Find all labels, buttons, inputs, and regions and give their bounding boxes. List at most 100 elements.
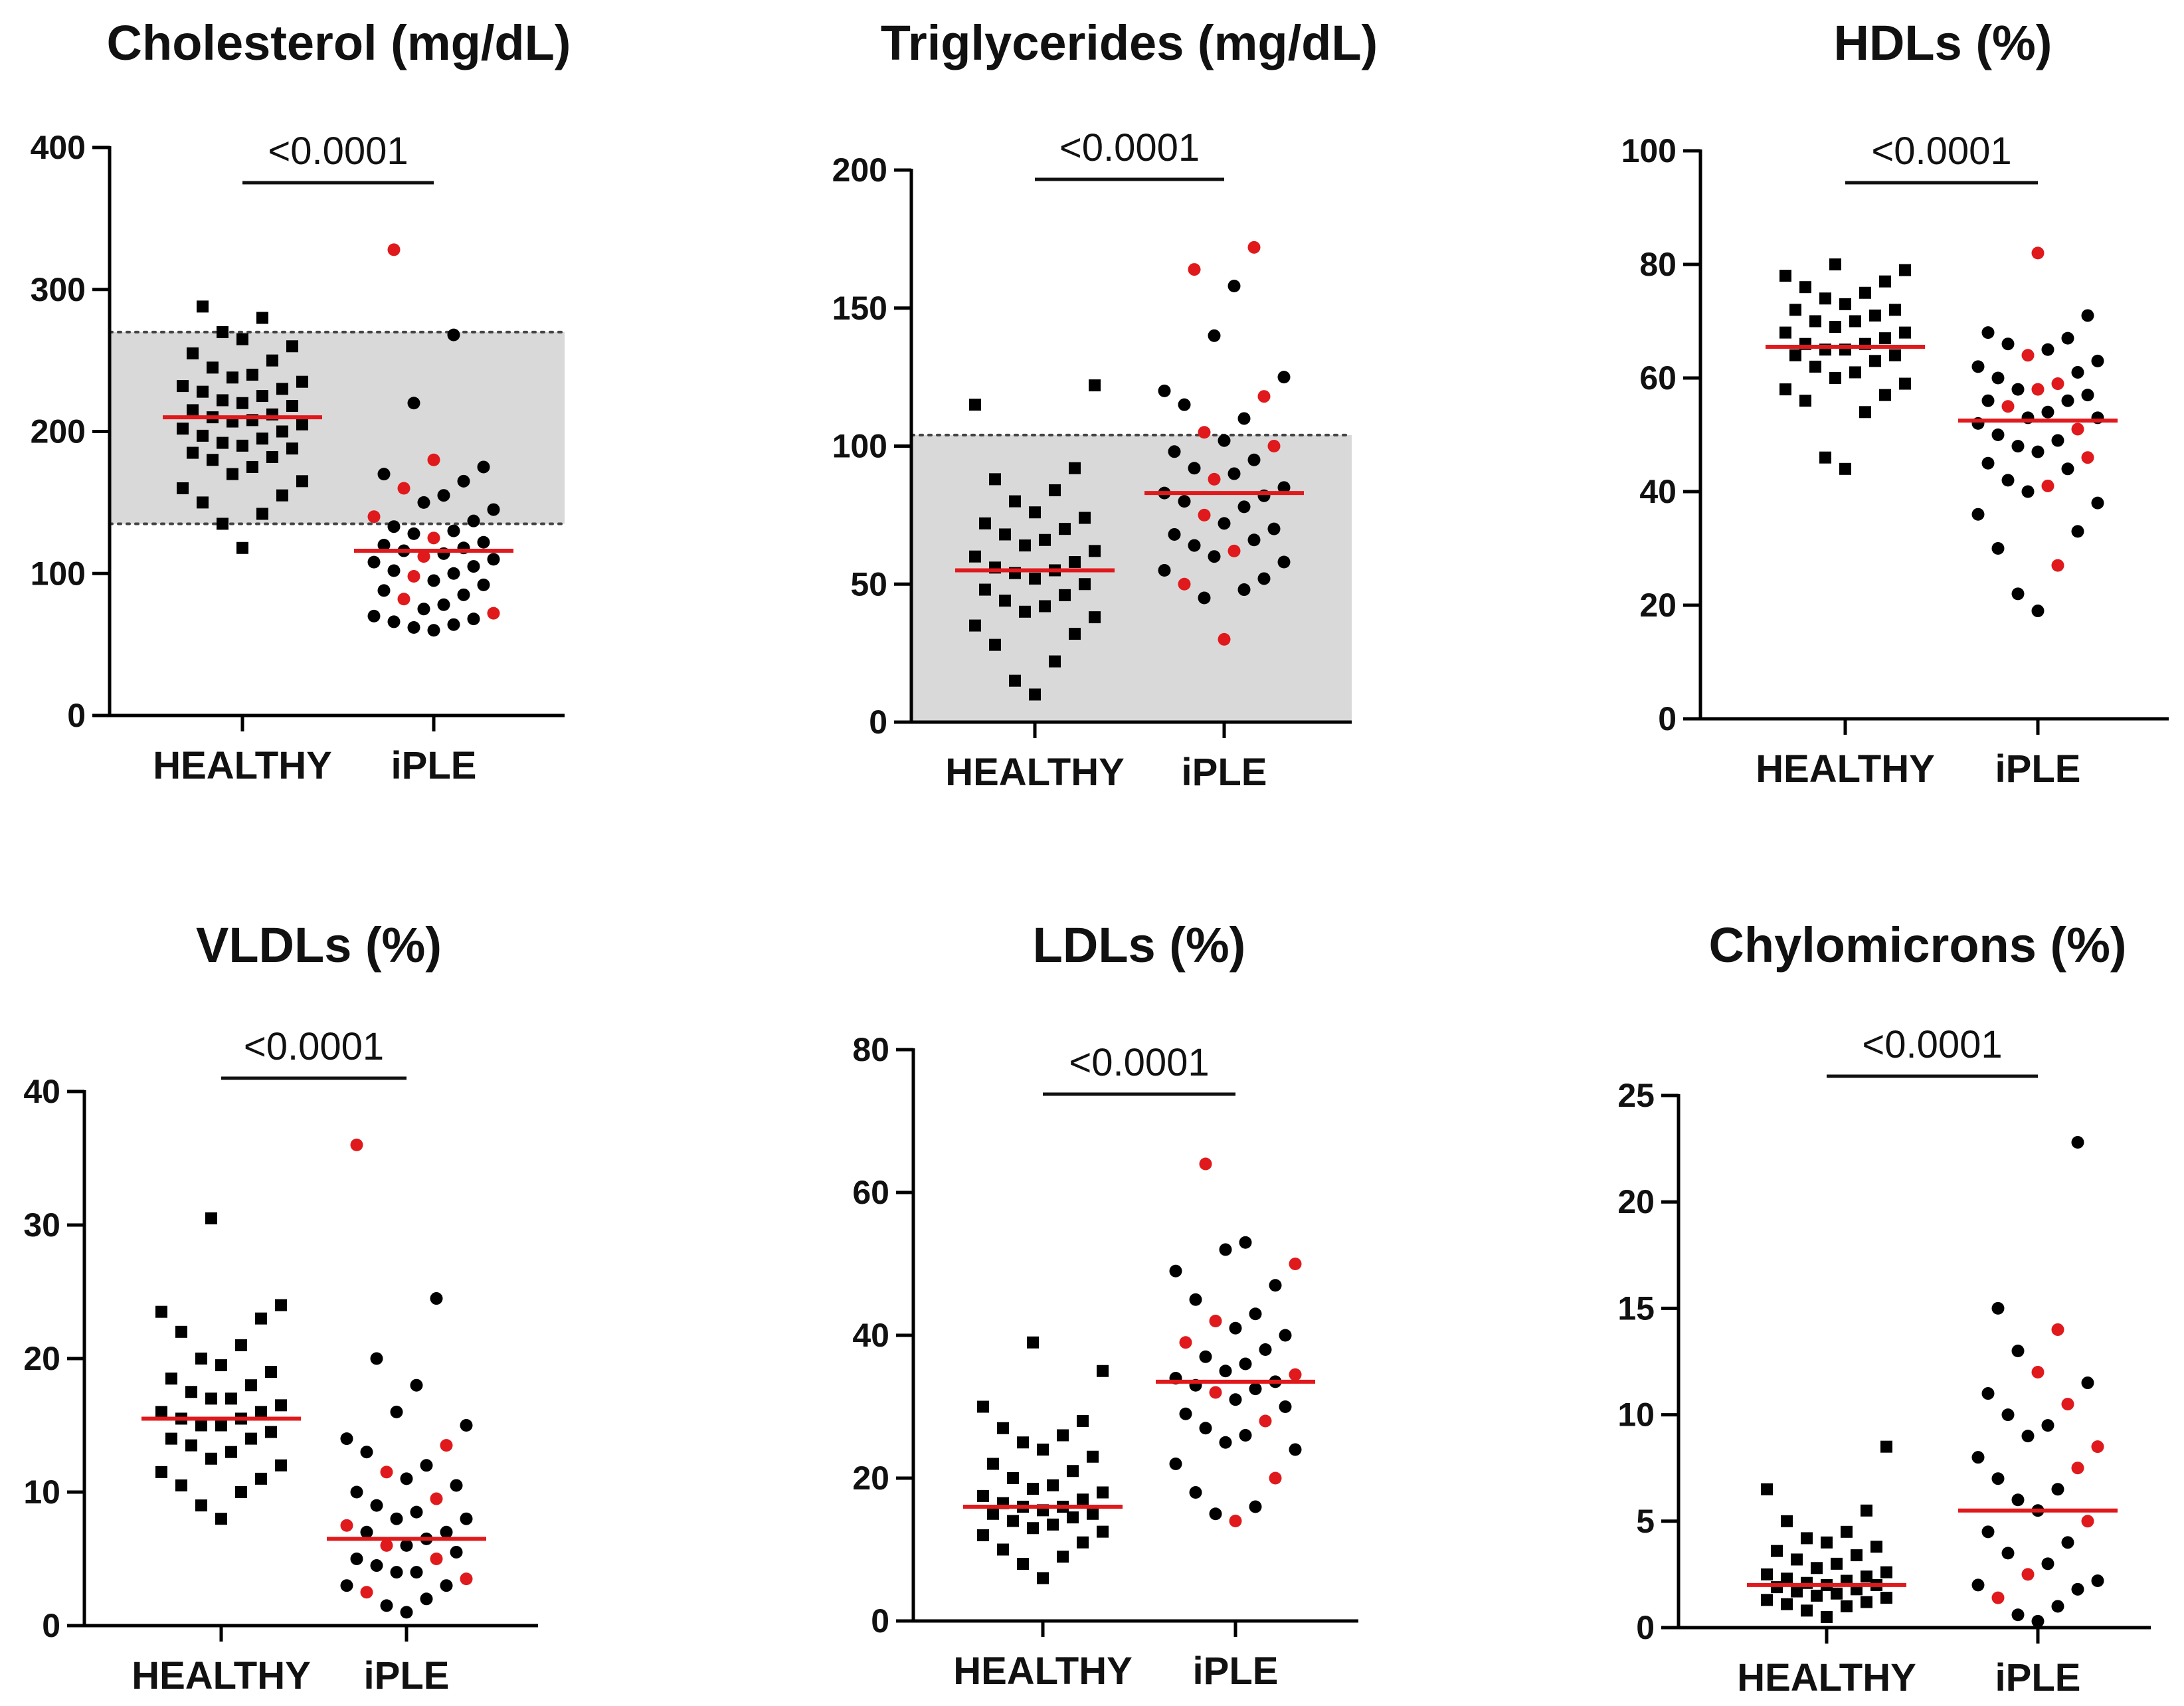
healthy-point bbox=[245, 1432, 257, 1445]
iple-point bbox=[487, 553, 500, 566]
iple-point-red bbox=[407, 570, 420, 583]
iple-point bbox=[2061, 394, 2074, 407]
iple-point bbox=[1168, 527, 1181, 541]
iple-point bbox=[1279, 1329, 1292, 1342]
healthy-point bbox=[1869, 355, 1881, 367]
healthy-point bbox=[1027, 1483, 1039, 1495]
iple-point-red bbox=[2031, 383, 2045, 396]
healthy-point bbox=[255, 1472, 267, 1485]
iple-point bbox=[2061, 462, 2074, 476]
iple-point-red bbox=[360, 1586, 373, 1599]
healthy-point bbox=[1029, 506, 1041, 519]
iple-point-red bbox=[2021, 1568, 2035, 1581]
y-tick-label: 0 bbox=[67, 697, 86, 734]
iple-point bbox=[467, 514, 480, 527]
healthy-point bbox=[155, 1406, 167, 1418]
iple-point bbox=[367, 609, 381, 622]
y-tick-label: 80 bbox=[1639, 246, 1677, 283]
healthy-point bbox=[1870, 1541, 1882, 1553]
y-tick-label: 30 bbox=[23, 1206, 60, 1244]
healthy-point bbox=[987, 1507, 999, 1520]
healthy-point bbox=[286, 442, 298, 455]
iple-point bbox=[420, 1459, 433, 1472]
iple-point bbox=[2071, 1582, 2084, 1596]
healthy-point bbox=[1009, 674, 1021, 687]
healthy-point bbox=[205, 1392, 217, 1405]
iple-point bbox=[1981, 456, 1995, 470]
healthy-point bbox=[1779, 383, 1791, 396]
iple-point bbox=[2011, 383, 2025, 396]
iple-point-red bbox=[350, 1138, 363, 1151]
chart-title: Triglycerides (mg/dL) bbox=[881, 15, 1378, 70]
healthy-point bbox=[1059, 589, 1071, 601]
iple-point-red bbox=[1209, 1386, 1222, 1399]
y-tick-label: 100 bbox=[1621, 132, 1677, 169]
iple-point bbox=[387, 615, 401, 628]
healthy-point bbox=[187, 404, 199, 417]
healthy-point bbox=[205, 1452, 217, 1465]
iple-point bbox=[1229, 1393, 1242, 1406]
healthy-point bbox=[1017, 1558, 1029, 1570]
iple-point bbox=[2071, 525, 2084, 538]
healthy-point bbox=[255, 1406, 267, 1418]
iple-point bbox=[2031, 445, 2045, 458]
healthy-point bbox=[1861, 1504, 1872, 1517]
iple-point bbox=[1971, 1578, 1985, 1592]
healthy-point bbox=[1761, 1594, 1773, 1606]
iple-point bbox=[350, 1485, 363, 1499]
iple-point bbox=[2001, 337, 2015, 351]
healthy-point bbox=[236, 541, 248, 554]
iple-point bbox=[2081, 389, 2094, 402]
iple-point bbox=[370, 1559, 383, 1572]
healthy-point bbox=[195, 1499, 207, 1512]
pvalue-label: <0.0001 bbox=[1862, 1023, 2002, 1066]
healthy-point bbox=[215, 1359, 227, 1372]
healthy-point bbox=[165, 1373, 177, 1385]
iple-point bbox=[457, 474, 470, 488]
healthy-point bbox=[187, 347, 199, 359]
iple-point bbox=[1247, 533, 1261, 547]
iple-point bbox=[437, 489, 450, 502]
healthy-point bbox=[1861, 1596, 1872, 1608]
iple-point bbox=[1257, 572, 1271, 585]
healthy-point bbox=[215, 1513, 227, 1525]
healthy-point bbox=[286, 340, 298, 353]
y-tick-label: 80 bbox=[852, 1031, 889, 1068]
reference-range-band bbox=[911, 434, 1352, 722]
iple-point bbox=[1229, 1321, 1242, 1335]
iple-point-red bbox=[1209, 1315, 1222, 1327]
iple-point bbox=[407, 397, 420, 410]
healthy-point bbox=[1789, 304, 1801, 316]
healthy-point bbox=[1879, 275, 1891, 288]
iple-point bbox=[2011, 1493, 2025, 1507]
healthy-point bbox=[1851, 1549, 1863, 1562]
healthy-point bbox=[1841, 1600, 1853, 1612]
iple-point bbox=[1168, 445, 1181, 458]
x-category-label: HEALTHY bbox=[1737, 1656, 1916, 1699]
iple-point bbox=[1209, 1507, 1222, 1521]
iple-point bbox=[410, 1378, 423, 1392]
iple-point-red bbox=[430, 1492, 443, 1505]
healthy-point bbox=[1067, 1511, 1079, 1524]
healthy-point bbox=[215, 1419, 227, 1432]
healthy-point bbox=[1801, 1604, 1813, 1617]
healthy-point bbox=[1859, 406, 1871, 419]
healthy-point bbox=[197, 429, 209, 442]
healthy-point bbox=[1879, 332, 1891, 345]
iple-point bbox=[1188, 539, 1201, 552]
healthy-point bbox=[175, 1479, 187, 1491]
healthy-point bbox=[177, 380, 189, 393]
x-category-label: HEALTHY bbox=[153, 744, 332, 787]
healthy-point bbox=[1829, 258, 1841, 270]
healthy-point bbox=[987, 1458, 999, 1470]
iple-point-red bbox=[380, 1466, 393, 1479]
iple-point bbox=[2091, 1574, 2104, 1588]
healthy-point bbox=[1819, 292, 1831, 305]
iple-point-red bbox=[1229, 1515, 1242, 1527]
iple-point-red bbox=[1267, 440, 1281, 452]
healthy-point bbox=[265, 1366, 277, 1378]
healthy-point bbox=[1831, 1557, 1843, 1570]
healthy-point bbox=[1069, 462, 1081, 474]
healthy-point bbox=[979, 517, 991, 529]
healthy-point bbox=[1779, 270, 1791, 282]
